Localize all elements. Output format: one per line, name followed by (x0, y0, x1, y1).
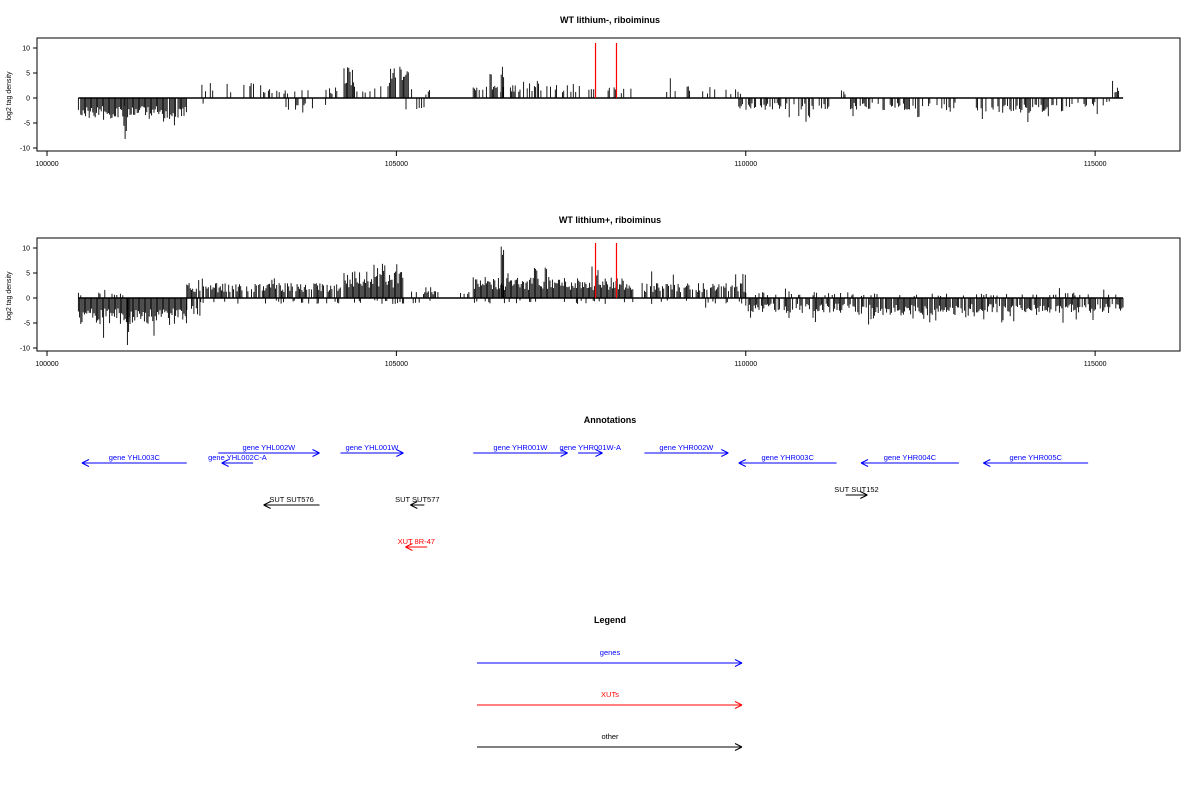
feature-label: SUT SUT152 (834, 485, 878, 494)
y-axis: -10 -5 0 5 10 (20, 46, 37, 153)
feature-label: gene YHL003C (109, 453, 161, 462)
feature-arrow-other: SUT SUT576 (263, 495, 320, 509)
x-axis: 100000 105000 110000 115000 (35, 151, 1107, 168)
track-panel-lithium-minus: WT lithium-, riboiminus log2 tag density… (6, 15, 1181, 168)
plot-frame (36, 37, 1181, 152)
feature-label: SUT SUT576 (269, 495, 313, 504)
legend-label: XUTs (601, 690, 619, 699)
legend-title: Legend (594, 615, 626, 625)
red-markers (594, 243, 618, 298)
x-tick-label: 105000 (385, 361, 408, 368)
feature-arrow-gene: gene YHR003C (738, 453, 837, 467)
feature-arrow-gene: gene YHR002W (644, 443, 729, 457)
plot-frame (36, 237, 1181, 352)
x-tick-label: 105000 (385, 161, 408, 168)
feature-label: gene YHL002W (242, 443, 296, 452)
legend-item-xut: XUTs (477, 690, 743, 709)
track-panel-lithium-plus: WT lithium+, riboiminus log2 tag density… (6, 215, 1181, 368)
x-tick-label: 115000 (1084, 161, 1107, 168)
y-tick-label: 5 (26, 71, 30, 78)
feature-label: gene YHL001W (346, 443, 400, 452)
feature-arrow-xut: XUT 8R-47 (398, 537, 435, 551)
panel-title: WT lithium-, riboiminus (560, 15, 660, 25)
density-bars (77, 246, 1124, 345)
x-tick-label: 100000 (35, 161, 58, 168)
x-tick-label: 110000 (734, 361, 757, 368)
feature-arrow-gene: gene YHL003C (81, 453, 187, 467)
x-tick-label: 115000 (1084, 361, 1107, 368)
legend-item-other: other (477, 732, 743, 751)
y-axis: -10 -5 0 5 10 (20, 246, 37, 353)
y-tick-label: 0 (26, 96, 30, 103)
feature-label: gene YHR001W-A (560, 443, 621, 452)
feature-label: SUT SUT577 (395, 495, 439, 504)
annotations-title: Annotations (584, 415, 637, 425)
feature-label: gene YHR005C (1010, 453, 1063, 462)
red-markers (594, 43, 618, 98)
feature-label: gene YHR001W (493, 443, 548, 452)
density-bars (77, 66, 1120, 139)
feature-arrow-gene: gene YHR001W (473, 443, 568, 457)
panel-title: WT lithium+, riboiminus (559, 215, 661, 225)
x-tick-label: 100000 (35, 361, 58, 368)
y-tick-label: 10 (22, 46, 30, 53)
feature-arrow-gene: gene YHR005C (983, 453, 1089, 467)
y-tick-label: -10 (20, 346, 30, 353)
legend-items: genes XUTs other (477, 648, 743, 751)
feature-arrow-other: SUT SUT152 (834, 485, 879, 499)
y-tick-label: 10 (22, 246, 30, 253)
y-tick-label: -5 (24, 321, 30, 328)
legend-label: genes (600, 648, 621, 657)
feature-label: gene YHL002C-A (208, 453, 267, 462)
y-tick-label: -10 (20, 146, 30, 153)
feature-arrow-gene: gene YHL002W (218, 443, 320, 457)
y-tick-label: 5 (26, 271, 30, 278)
y-axis-label: log2 tag density (6, 71, 13, 121)
y-tick-label: 0 (26, 296, 30, 303)
legend: Legend genes XUTs other (477, 615, 743, 751)
y-axis-label: log2 tag density (6, 271, 13, 321)
x-tick-label: 110000 (734, 161, 757, 168)
feature-label: gene YHR003C (761, 453, 814, 462)
feature-label: gene YHR002W (659, 443, 714, 452)
feature-label: XUT 8R-47 (398, 537, 435, 546)
feature-arrow-gene: gene YHR001W-A (560, 443, 621, 457)
feature-label: gene YHR004C (884, 453, 937, 462)
feature-arrow-gene: gene YHR004C (860, 453, 959, 467)
x-axis: 100000 105000 110000 115000 (35, 351, 1107, 368)
legend-label: other (601, 732, 619, 741)
y-tick-label: -5 (24, 121, 30, 128)
feature-arrow-gene: gene YHL001W (340, 443, 404, 457)
feature-arrow-other: SUT SUT577 (395, 495, 440, 509)
legend-item-gene: genes (477, 648, 743, 667)
feature-arrow-gene: gene YHL002C-A (208, 453, 267, 467)
